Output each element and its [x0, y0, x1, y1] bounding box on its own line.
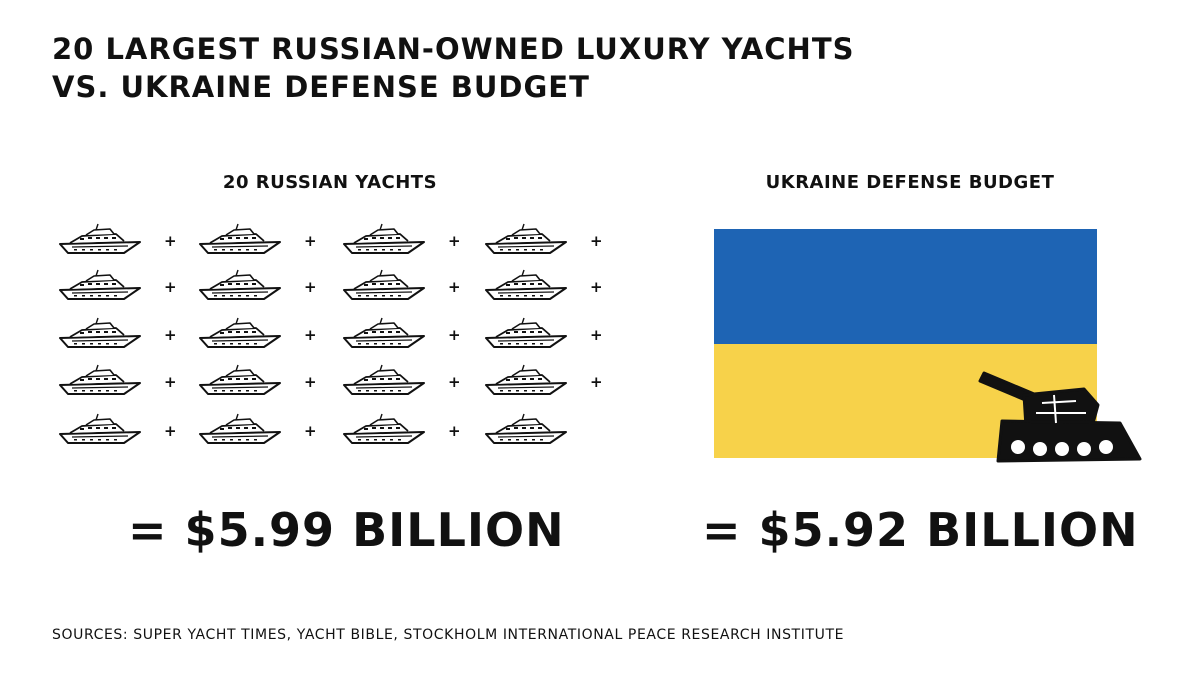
flag-blue-band	[714, 229, 1097, 344]
yacht-icon	[198, 316, 284, 350]
yacht-icon	[484, 363, 570, 397]
plus-sign: +	[448, 278, 461, 296]
yacht-icon	[198, 363, 284, 397]
tank-icon	[978, 371, 1142, 463]
plus-sign: +	[164, 326, 177, 344]
plus-sign: +	[448, 232, 461, 250]
plus-sign: +	[304, 278, 317, 296]
plus-sign: +	[448, 373, 461, 391]
yachts-heading: 20 RUSSIAN YACHTS	[222, 172, 438, 193]
yachts-total: = $5.99 BILLION	[128, 503, 565, 557]
plus-sign: +	[448, 422, 461, 440]
yacht-icon	[198, 268, 284, 302]
yacht-icon	[198, 412, 284, 446]
yacht-icon	[342, 363, 428, 397]
plus-sign: +	[304, 422, 317, 440]
plus-sign: +	[164, 232, 177, 250]
yacht-icon	[342, 316, 428, 350]
yacht-icon	[484, 268, 570, 302]
page-title: 20 LARGEST RUSSIAN-OWNED LUXURY YACHTS V…	[52, 30, 855, 106]
plus-sign: +	[304, 232, 317, 250]
plus-sign: +	[590, 326, 603, 344]
yacht-icon	[342, 222, 428, 256]
budget-total: = $5.92 BILLION	[702, 503, 1139, 557]
plus-sign: +	[164, 278, 177, 296]
plus-sign: +	[590, 232, 603, 250]
yacht-icon	[58, 222, 144, 256]
yacht-icon	[342, 412, 428, 446]
yacht-icon	[484, 316, 570, 350]
plus-sign: +	[164, 422, 177, 440]
plus-sign: +	[304, 373, 317, 391]
sources-note: SOURCES: SUPER YACHT TIMES, YACHT BIBLE,…	[52, 627, 845, 643]
yacht-icon	[484, 222, 570, 256]
yacht-icon	[484, 412, 570, 446]
yacht-icon	[58, 268, 144, 302]
plus-sign: +	[304, 326, 317, 344]
plus-sign: +	[164, 373, 177, 391]
budget-heading: UKRAINE DEFENSE BUDGET	[765, 172, 1055, 193]
yacht-icon	[58, 316, 144, 350]
yacht-icon	[198, 222, 284, 256]
title-line-1: 20 LARGEST RUSSIAN-OWNED LUXURY YACHTS	[52, 32, 855, 66]
title-line-2: VS. UKRAINE DEFENSE BUDGET	[52, 70, 590, 104]
yacht-icon	[58, 363, 144, 397]
yacht-icon	[342, 268, 428, 302]
yacht-grid: + + + + + + + + + + + + + + + + + + +	[58, 222, 618, 462]
plus-sign: +	[590, 373, 603, 391]
plus-sign: +	[590, 278, 603, 296]
yacht-icon	[58, 412, 144, 446]
plus-sign: +	[448, 326, 461, 344]
